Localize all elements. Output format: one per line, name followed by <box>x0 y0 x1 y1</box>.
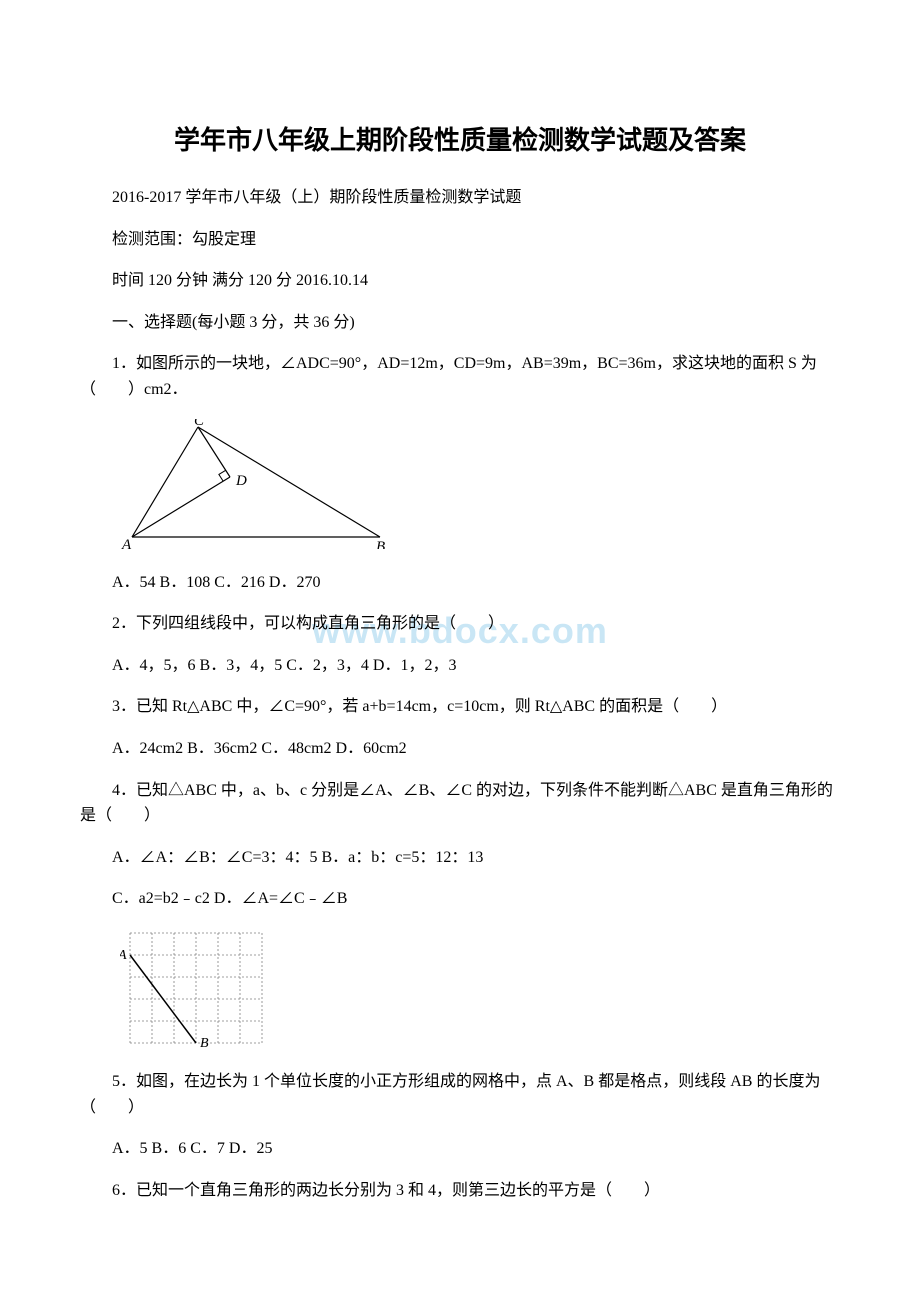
svg-text:A: A <box>120 948 127 963</box>
svg-text:B: B <box>200 1036 209 1048</box>
fig2-svg: AB <box>120 928 270 1048</box>
section-heading-1: 一、选择题(每小题 3 分，共 36 分) <box>80 310 840 336</box>
question-4-options-1: A．∠A：∠B：∠C=3：4：5 B．a：b：c=5：12：13 <box>80 845 840 871</box>
question-6: 6．已知一个直角三角形的两边长分别为 3 和 4，则第三边长的平方是（ ） <box>80 1178 840 1204</box>
scope-line: 检测范围：勾股定理 <box>80 227 840 253</box>
figure-1-triangle: A B C D <box>120 419 840 554</box>
question-1-options: A．54 B．108 C．216 D．270 <box>80 570 840 596</box>
document-title: 学年市八年级上期阶段性质量检测数学试题及答案 <box>80 120 840 157</box>
svg-text:D: D <box>235 473 247 489</box>
svg-text:C: C <box>194 419 205 429</box>
question-2-options: A．4，5，6 B．3，4，5 C．2，3，4 D．1，2，3 <box>80 653 840 679</box>
fig1-svg: A B C D <box>120 419 390 549</box>
meta-line: 时间 120 分钟 满分 120 分 2016.10.14 <box>80 268 840 294</box>
question-5: 5．如图，在边长为 1 个单位长度的小正方形组成的网格中，点 A、B 都是格点，… <box>80 1069 840 1120</box>
question-3: 3．已知 Rt△ABC 中，∠C=90°，若 a+b=14cm，c=10cm，则… <box>80 694 840 720</box>
figure-2-grid: AB <box>120 928 840 1053</box>
subtitle: 2016-2017 学年市八年级（上）期阶段性质量检测数学试题 <box>80 185 840 211</box>
question-5-options: A．5 B．6 C．7 D．25 <box>80 1136 840 1162</box>
question-4-options-2: C．a2=b2﹣c2 D．∠A=∠C﹣∠B <box>80 886 840 912</box>
question-2: 2．下列四组线段中，可以构成直角三角形的是（ ） <box>80 611 840 637</box>
svg-text:A: A <box>121 537 132 549</box>
question-4: 4．已知△ABC 中，a、b、c 分别是∠A、∠B、∠C 的对边，下列条件不能判… <box>80 778 840 829</box>
question-1: 1．如图所示的一块地，∠ADC=90°，AD=12m，CD=9m，AB=39m，… <box>80 351 840 402</box>
question-3-options: A．24cm2 B．36cm2 C．48cm2 D．60cm2 <box>80 736 840 762</box>
svg-text:B: B <box>376 539 385 549</box>
